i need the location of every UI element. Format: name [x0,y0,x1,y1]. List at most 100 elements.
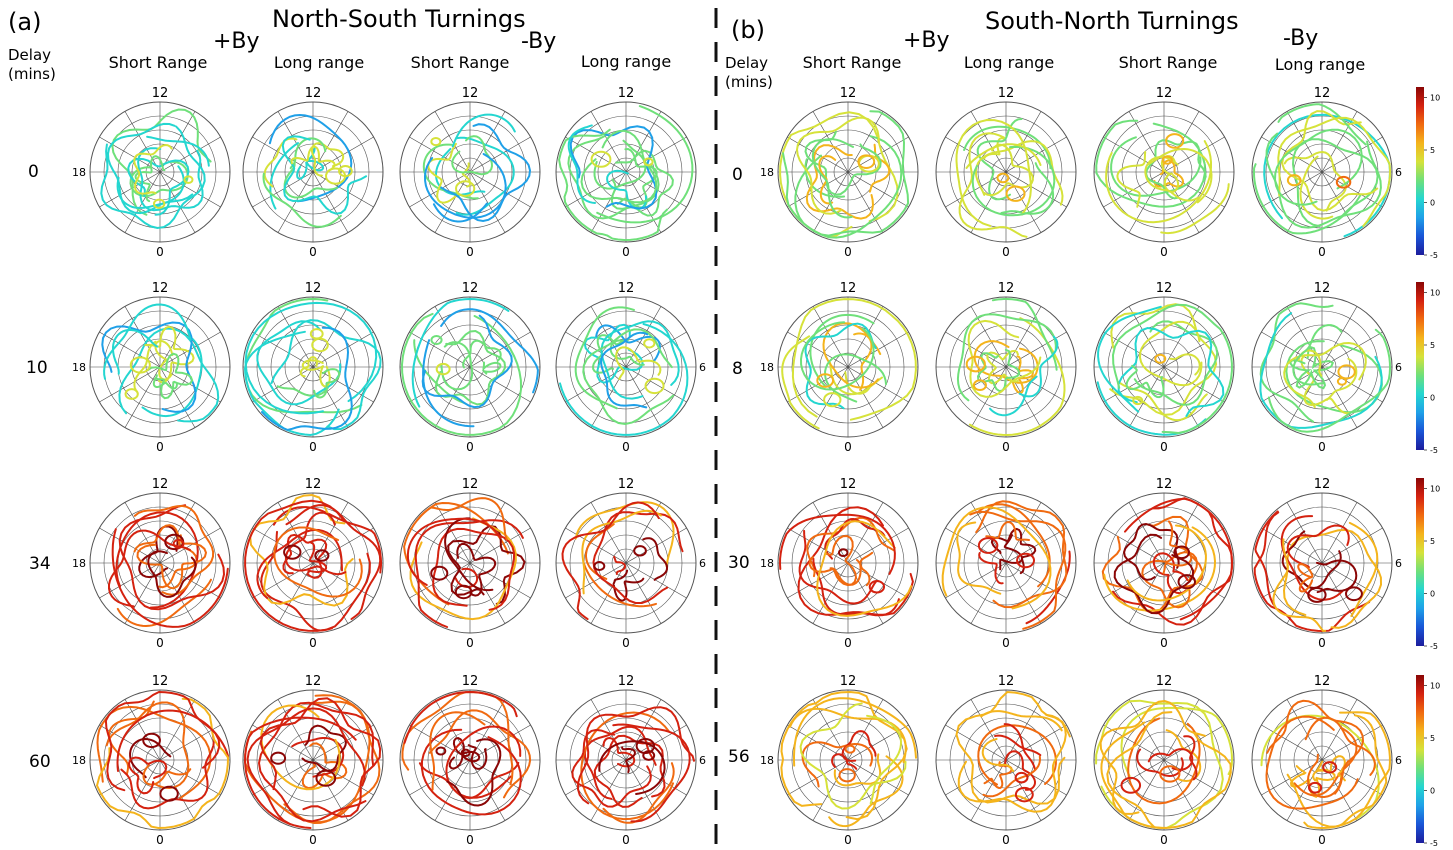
contour-line [481,361,502,375]
contour-line [574,306,635,410]
contour-line [1291,138,1379,228]
contour-line [985,520,1030,541]
mlt-label-0: 0 [1318,245,1326,259]
grid-spoke [1163,171,1225,208]
grid-spoke [565,136,627,173]
polar-plot-b-r2-c1: 12 0 18 [760,281,919,454]
panel-a-col-2: Long range [274,53,364,72]
grid-spoke [159,366,196,428]
mlt-label-0: 0 [1318,636,1326,650]
contour-line [592,511,684,604]
mlt-label-0: 0 [844,636,852,650]
contour-line [1153,159,1185,188]
grid-spoke [1261,759,1323,796]
grid-spoke [277,366,314,428]
grid-spoke [945,136,1007,173]
grid-spoke [847,366,884,428]
contour-line [445,725,522,799]
grid-spoke [590,699,627,761]
grid-spoke [159,724,221,761]
grid-spoke [159,306,196,368]
contour-loop [844,744,856,754]
contour-line [1297,563,1314,593]
grid-spoke [124,699,161,761]
panel-a-col-4: Long range [581,52,671,71]
contour-line [96,705,212,800]
contour-line [1169,353,1201,376]
contour-line [965,143,1042,169]
panel-a-delay-label: Delay [8,46,51,64]
contour-loop [1177,574,1197,590]
mlt-label-6: 6 [1395,557,1402,570]
contour-line [284,511,347,576]
grid-spoke [434,306,471,368]
colorbar-2 [1416,282,1424,450]
grid-spoke [159,171,196,233]
mlt-label-12: 12 [1314,674,1331,689]
contour-loop [593,561,606,572]
contour-line [1286,711,1391,828]
mlt-label-12: 12 [618,281,635,296]
colorbar-tick-label: -5 [1430,642,1438,651]
contour-line [1183,735,1198,781]
contour-loop [172,538,185,549]
contour-line [1147,748,1194,771]
contour-line [1283,150,1347,212]
grid-spoke [1005,562,1042,624]
contour-line [1273,128,1363,206]
panel-a-title: North-South Turnings [272,5,526,33]
contour-loop [1345,586,1363,602]
grid-spoke [99,136,161,173]
contour-line [598,740,666,795]
grid-spoke [434,562,471,624]
contour-line [261,326,353,432]
grid-spoke [159,699,196,761]
contour-line [301,359,331,388]
contour-line [955,118,1032,227]
contour-line [446,738,502,807]
contour-line [986,349,1019,385]
grid-spoke [1103,366,1165,403]
grid-spoke [1005,724,1067,761]
grid-spoke [1163,502,1200,564]
mlt-label-12: 12 [1156,674,1173,689]
contour-line [447,525,526,605]
contour-line [621,746,636,774]
polar-plot-a-r4-c2: 12 0 [242,674,384,847]
grid-spoke [1163,171,1200,233]
contour-loop [823,392,842,408]
contour-line [448,737,481,770]
grid-spoke [945,527,1007,564]
contour-loop [314,549,330,562]
grid-spoke [812,366,849,428]
grid-spoke [590,562,627,624]
panel-a-letter: (a) [8,8,41,36]
contour-line [100,125,206,230]
grid-spoke [252,366,314,403]
contour-line [127,157,190,216]
contour-line [256,528,343,599]
colorbar-tick-label: 10 [1430,485,1440,494]
grid-spoke [469,306,506,368]
contour-line [602,736,636,768]
mlt-label-12: 12 [152,674,169,689]
contour-loop [965,355,986,373]
grid-spoke [1321,366,1383,403]
polar-plot-a-r3-c2: 12 0 [242,477,384,650]
panel-a-by-neg: -By [521,29,556,54]
grid-spoke [469,724,531,761]
grid-spoke [1128,562,1165,624]
polar-plot-a-r3-c1: 12 0 18 [72,477,231,650]
mlt-label-12: 12 [618,477,635,492]
grid-spoke [409,331,471,368]
contour-line [1138,320,1203,387]
contour-loop [315,769,337,787]
grid-spoke [1163,111,1200,173]
mlt-label-12: 12 [998,86,1015,101]
grid-spoke [312,562,349,624]
contour-line [1145,139,1207,200]
panel-b-delay-unit: (mins) [725,73,773,91]
panel-b-delay-label: Delay [725,54,768,72]
grid-spoke [590,759,627,821]
contour-line [1106,711,1232,830]
